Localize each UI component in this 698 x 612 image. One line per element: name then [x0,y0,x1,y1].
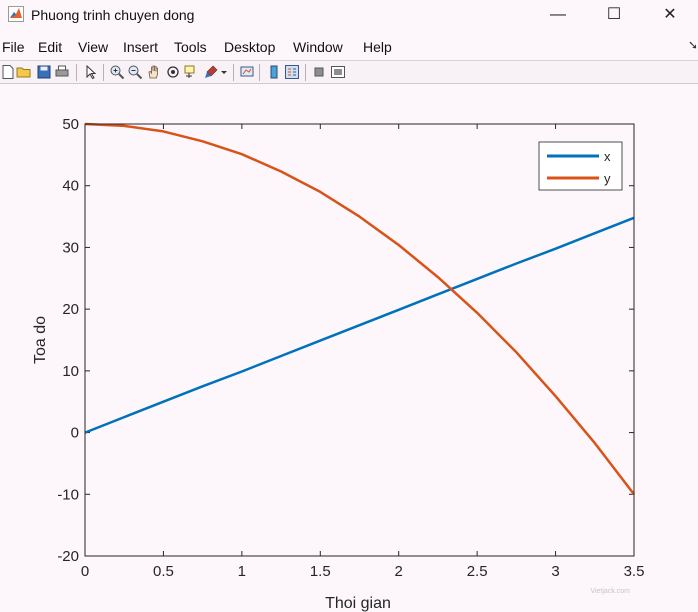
toolbar-separator [259,64,260,81]
axes-box [84,123,635,557]
menu-view[interactable]: View [78,39,109,55]
menu-tools[interactable]: Tools [174,39,207,55]
toolbar-separator [76,64,77,81]
close-button[interactable]: ✕ [663,6,677,23]
rotate-3d-icon[interactable] [165,64,181,80]
x-tick-label: 0.5 [153,563,174,580]
zoom-out-icon[interactable] [127,64,143,80]
title-bar: Phuong trinh chuyen dong — ☐ ✕ [0,0,698,32]
open-file-icon[interactable] [16,64,32,80]
y-tick-label: -20 [57,548,79,565]
ticks-layer: 0 0.5 1 1.5 2 2.5 3 3.5 -20 -10 0 10 20 30 40 50 [57,116,644,580]
insert-legend-icon[interactable] [284,64,300,80]
save-icon[interactable] [36,64,52,80]
pan-hand-icon[interactable] [146,64,162,80]
insert-colorbar-icon[interactable] [266,64,282,80]
x-tick-label: 1.5 [310,563,331,580]
menu-insert[interactable]: Insert [123,39,159,55]
series-line-x[interactable] [84,216,635,434]
menu-window[interactable]: Window [293,39,343,55]
y-tick-label: -10 [57,486,79,503]
brush-dropdown-icon[interactable] [219,64,229,80]
watermark: Vietjack.com [590,588,630,595]
legend-label-x: x [604,149,611,164]
toolbar-separator [233,64,234,81]
figure-toolbar [0,60,698,84]
y-axis-label: Toa do [32,316,49,364]
matlab-logo-icon [8,6,24,22]
x-tick-label: 2.5 [467,563,488,580]
hide-plot-tools-icon[interactable] [311,64,327,80]
x-tick-label: 2 [395,563,403,580]
x-tick-label: 3 [551,563,559,580]
legend-label-y: y [604,171,611,186]
window-title: Phuong trinh chuyen dong [31,7,195,23]
menu-bar: File Edit View Insert Tools Desktop Wind… [0,36,698,58]
y-tick-label: 20 [62,301,79,318]
zoom-in-icon[interactable] [109,64,125,80]
minimize-button[interactable]: — [550,6,566,23]
select-arrow-icon[interactable] [83,64,99,80]
brush-icon[interactable] [203,64,219,80]
y-tick-label: 50 [62,116,79,133]
y-tick-label: 10 [62,363,79,380]
toolbar-separator [305,64,306,81]
new-figure-icon[interactable] [0,64,16,80]
maximize-button[interactable]: ☐ [606,6,622,23]
menu-overflow-icon[interactable]: ➘ [688,38,698,52]
y-tick-label: 40 [62,178,79,195]
line-chart[interactable]: 0 0.5 1 1.5 2 2.5 3 3.5 -20 -10 0 10 20 30 40 50 Thoi g… [0,85,698,612]
menu-desktop[interactable]: Desktop [224,39,276,55]
menu-help[interactable]: Help [363,39,392,55]
link-plot-icon[interactable] [239,64,255,80]
show-plot-tools-icon[interactable] [330,64,346,80]
series-layer [84,122,635,496]
toolbar-separator [103,64,104,81]
data-cursor-icon[interactable] [183,64,199,80]
x-axis-label: Thoi gian [325,595,391,612]
y-tick-label: 30 [62,239,79,256]
legend[interactable]: x y [538,141,623,191]
x-tick-label: 0 [81,563,89,580]
y-tick-label: 0 [71,425,79,442]
series-line-y[interactable] [84,122,635,496]
print-icon[interactable] [54,64,70,80]
x-tick-label: 3.5 [624,563,645,580]
menu-file[interactable]: File [2,39,25,55]
x-tick-label: 1 [238,563,246,580]
legend-box [538,141,623,191]
menu-edit[interactable]: Edit [38,39,63,55]
